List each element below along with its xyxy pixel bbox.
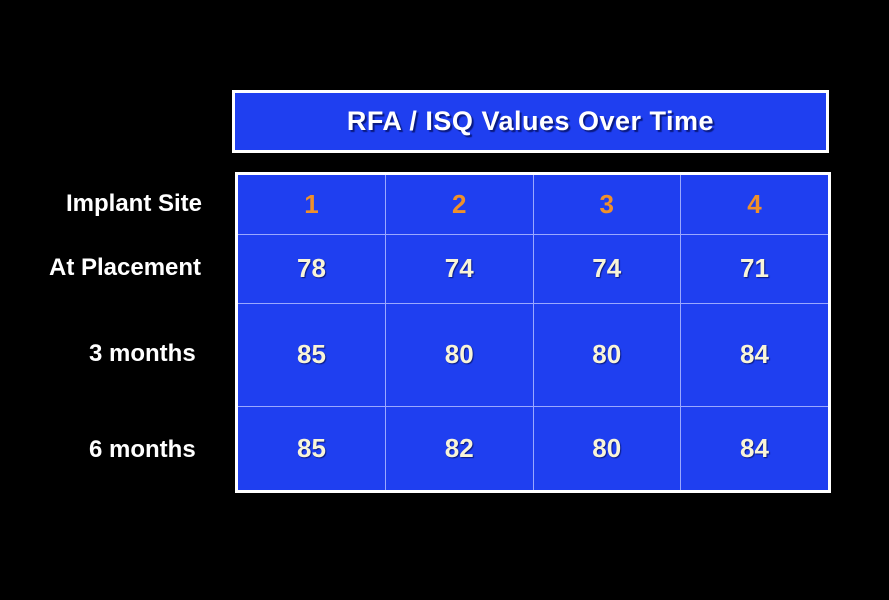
table-cell: 84 <box>680 405 828 490</box>
table-title: RFA / ISQ Values Over Time <box>346 106 715 136</box>
table-row-implant-site: 1 2 3 4 <box>238 175 828 235</box>
site-number-4: 4 <box>680 175 828 235</box>
table-row-6-months: 85 82 80 84 <box>238 405 828 490</box>
data-table-panel: 1 2 3 4 78 74 74 71 85 80 80 84 85 82 80… <box>235 172 831 493</box>
table-cell: 85 <box>238 405 386 490</box>
data-table: 1 2 3 4 78 74 74 71 85 80 80 84 85 82 80… <box>238 175 828 490</box>
table-row-at-placement: 78 74 74 71 <box>238 233 828 304</box>
table-cell: 82 <box>385 405 534 490</box>
table-cell: 80 <box>532 405 681 490</box>
row-label-at-placement: At Placement <box>49 254 202 281</box>
table-cell: 71 <box>680 233 828 304</box>
table-cell: 84 <box>680 302 828 407</box>
header-label-implant-site: Implant Site <box>66 190 203 217</box>
table-cell: 80 <box>385 302 534 407</box>
table-title-box: RFA / ISQ Values Over Time <box>232 90 829 153</box>
row-label-6-months: 6 months <box>89 436 196 463</box>
table-cell: 85 <box>238 302 386 407</box>
row-label-3-months: 3 months <box>89 340 196 367</box>
site-number-3: 3 <box>532 175 681 235</box>
table-cell: 78 <box>238 233 386 304</box>
table-row-3-months: 85 80 80 84 <box>238 302 828 407</box>
table-cell: 80 <box>532 302 681 407</box>
site-number-2: 2 <box>385 175 534 235</box>
site-number-1: 1 <box>238 175 386 235</box>
table-cell: 74 <box>385 233 534 304</box>
table-cell: 74 <box>532 233 681 304</box>
